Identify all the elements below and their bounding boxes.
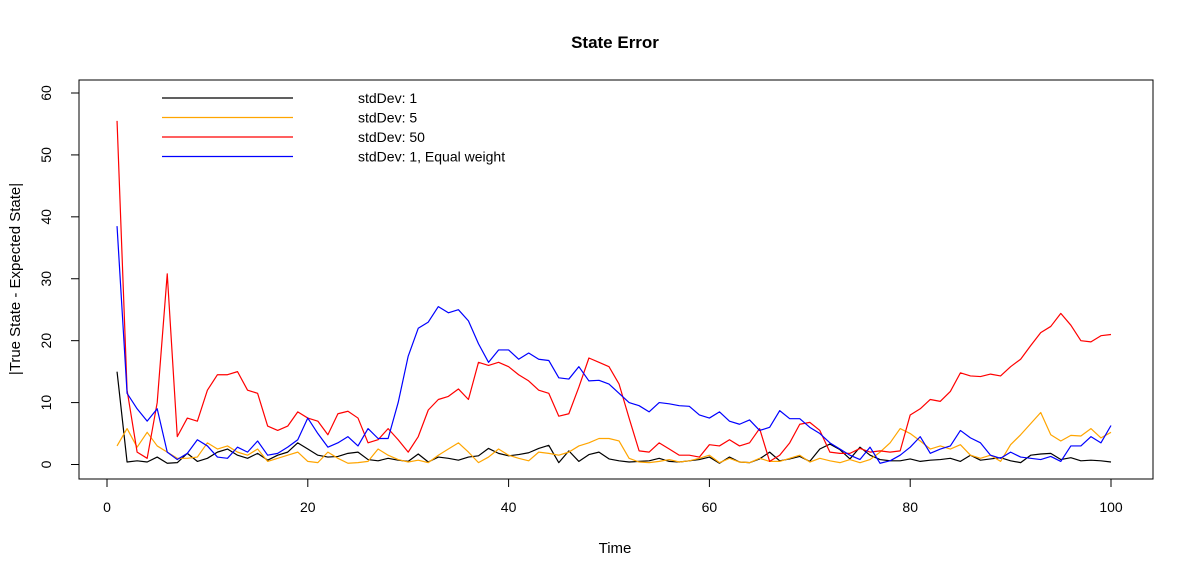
- legend-label-2: stdDev: 50: [358, 129, 425, 145]
- x-tick-label: 80: [902, 499, 918, 515]
- series-line-0: [116, 371, 1112, 464]
- y-axis: 0 10 20 30 40 50 60: [38, 85, 80, 468]
- x-tick-label: 0: [103, 499, 111, 515]
- plot-frame: [78, 79, 1154, 480]
- legend-label-0: stdDev: 1: [358, 90, 417, 106]
- y-tick-label: 20: [38, 333, 54, 349]
- y-tick-label: 10: [38, 395, 54, 411]
- x-tick-label: 20: [300, 499, 316, 515]
- series-line-2: [116, 120, 1112, 462]
- x-tick-label: 40: [501, 499, 517, 515]
- x-tick-label: 60: [702, 499, 718, 515]
- y-axis-label: |True State - Expected State|: [7, 183, 24, 375]
- y-tick-label: 50: [38, 147, 54, 163]
- chart-title: State Error: [571, 33, 659, 52]
- series-line-3: [116, 226, 1112, 464]
- legend-label-3: stdDev: 1, Equal weight: [358, 149, 505, 165]
- legend: stdDev: 1 stdDev: 5 stdDev: 50 stdDev: 1, E…: [162, 90, 505, 165]
- x-tick-label: 100: [1099, 499, 1123, 515]
- series-layer: [116, 120, 1112, 464]
- y-tick-label: 0: [38, 460, 54, 468]
- y-tick-label: 40: [38, 209, 54, 225]
- y-tick-label: 30: [38, 271, 54, 287]
- x-axis: 0 20 40 60 80 100: [103, 478, 1123, 515]
- legend-label-1: stdDev: 5: [358, 110, 417, 126]
- x-axis-label: Time: [599, 540, 632, 557]
- y-tick-label: 60: [38, 85, 54, 101]
